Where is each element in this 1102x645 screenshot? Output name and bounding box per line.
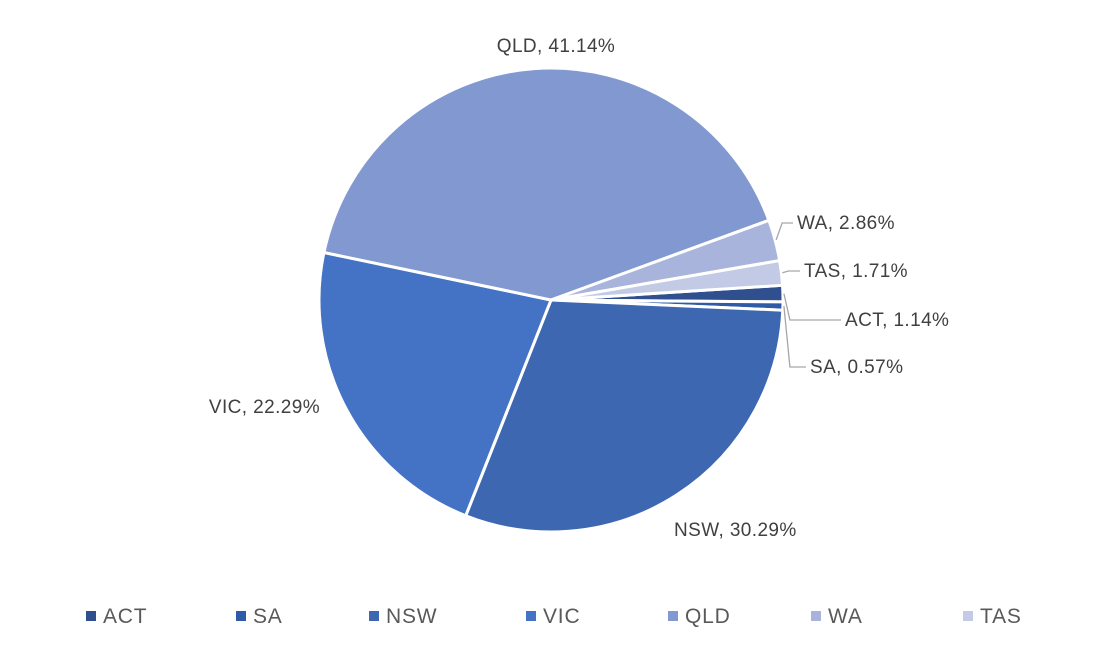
legend: ACT SA NSW VIC QLD WA TAS [86, 605, 1022, 628]
legend-swatch-sa [236, 611, 246, 621]
pie-slice-tas [549, 259, 785, 302]
pie-slice-nsw [464, 298, 785, 534]
legend-swatch-nsw [369, 611, 379, 621]
legend-swatch-qld [668, 611, 678, 621]
data-labels: ACT, 1.14% SA, 0.57% NSW, 30.29% VIC, 22.29… [209, 36, 949, 541]
data-label-act: ACT, 1.14% [845, 310, 949, 331]
pie-slice-vic [317, 251, 553, 518]
data-label-wa: WA, 2.86% [797, 213, 895, 234]
legend-swatch-tas [963, 611, 973, 621]
data-label-tas: TAS, 1.71% [804, 261, 908, 282]
legend-label-tas: TAS [980, 605, 1022, 628]
leader-line-sa [783, 306, 806, 368]
data-label-qld: QLD, 41.14% [497, 36, 615, 57]
legend-item-qld: QLD [668, 605, 731, 628]
data-label-vic: VIC, 22.29% [209, 397, 320, 418]
leader-lines [775, 222, 841, 368]
pie-slice-qld [322, 66, 771, 302]
legend-item-sa: SA [236, 605, 283, 628]
legend-label-act: ACT [103, 605, 147, 628]
data-label-sa: SA, 0.57% [810, 357, 903, 378]
legend-label-wa: WA [828, 605, 863, 628]
legend-swatch-vic [526, 611, 536, 621]
legend-item-act: ACT [86, 605, 147, 628]
data-label-nsw: NSW, 30.29% [674, 520, 797, 541]
legend-swatch-wa [811, 611, 821, 621]
legend-label-sa: SA [253, 605, 283, 628]
legend-label-qld: QLD [685, 605, 731, 628]
leader-line-tas [782, 270, 800, 274]
leader-line-act [783, 293, 841, 321]
leader-line-wa [775, 222, 793, 241]
legend-label-nsw: NSW [386, 605, 437, 628]
legend-label-vic: VIC [543, 605, 580, 628]
legend-item-wa: WA [811, 605, 863, 628]
pie-slices [317, 66, 785, 534]
legend-item-vic: VIC [526, 605, 580, 628]
legend-item-nsw: NSW [369, 605, 437, 628]
legend-swatch-act [86, 611, 96, 621]
legend-item-tas: TAS [963, 605, 1022, 628]
